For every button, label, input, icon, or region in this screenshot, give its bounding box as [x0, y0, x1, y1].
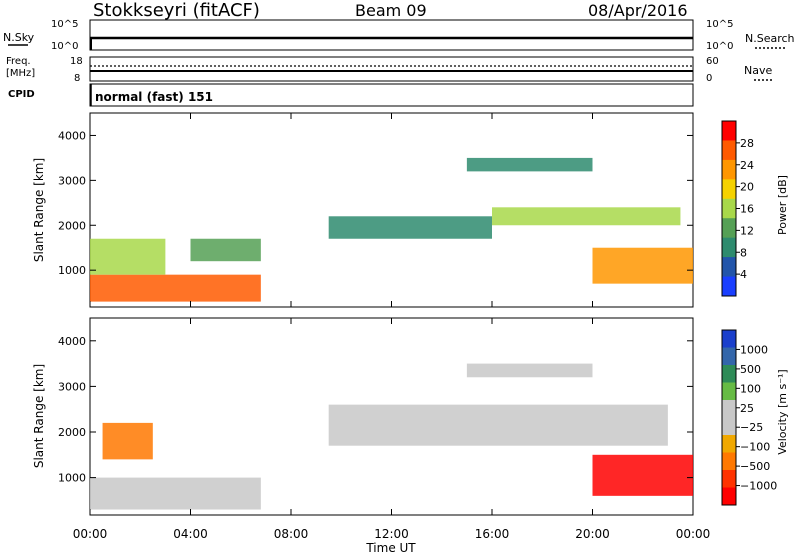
- power-colorbar-swatch-5: [722, 218, 736, 239]
- velocity-region-3: [466, 363, 593, 378]
- x-tick-label-5: 20:00: [575, 527, 610, 541]
- noise-right-tick-bottom: 10^0: [706, 41, 733, 52]
- power-colorbar-swatch-8: [722, 276, 736, 297]
- cpid-bar: normal (fast) 151: [89, 83, 694, 107]
- noise-left-tick-top: 10^5: [51, 19, 78, 30]
- power-colorbar-swatch-1: [722, 140, 736, 161]
- velocity-colorbar-swatch-0: [722, 330, 736, 348]
- power-colorbar-swatch-4: [722, 198, 736, 219]
- power-colorbar-tick-label-5: 8: [740, 246, 747, 259]
- beam-title: Beam 09: [355, 1, 427, 20]
- x-tick-label-2: 08:00: [274, 527, 309, 541]
- velocity-colorbar-swatch-8: [722, 470, 736, 488]
- power-colorbar-tick-label-1: 24: [740, 159, 754, 172]
- velocity-ytick-label-1: 2000: [58, 426, 86, 439]
- x-axis-label: Time UT: [365, 541, 416, 554]
- velocity-region-4: [592, 454, 693, 496]
- power-colorbar-tick-label-0: 28: [740, 137, 754, 150]
- power-y-label: Slant Range [km]: [32, 158, 46, 262]
- velocity-colorbar-swatch-7: [722, 452, 736, 471]
- freq-panel: 18 8 60 0: [70, 56, 719, 84]
- x-tick-label-6: 00:00: [676, 527, 711, 541]
- velocity-colorbar-swatch-9: [722, 487, 736, 506]
- power-colorbar-swatch-6: [722, 237, 736, 258]
- power-ytick-label-2: 3000: [58, 174, 86, 187]
- velocity-region-0: [90, 477, 261, 510]
- velocity-y-axis: 1000 2000 3000 4000: [58, 318, 694, 515]
- nsky-label: N.Sky: [3, 31, 35, 44]
- cpid-value: normal (fast) 151: [95, 90, 213, 104]
- power-colorbar-swatch-7: [722, 257, 736, 278]
- power-colorbar-swatch-3: [722, 179, 736, 200]
- velocity-region-1: [102, 422, 153, 460]
- velocity-panel: 1000 2000 3000 4000 Slant Range [km]: [32, 317, 694, 516]
- velocity-colorbar-tick-label-7: −1000: [740, 480, 777, 493]
- x-tick-label-1: 04:00: [173, 527, 208, 541]
- velocity-colorbar-swatch-4: [722, 400, 736, 418]
- power-y-axis: 1000 2000 3000 4000: [58, 113, 694, 307]
- velocity-colorbar-frame: [721, 329, 737, 506]
- power-region-6: [592, 247, 693, 284]
- power-region-4: [466, 157, 593, 172]
- noise-right-tick-top: 10^5: [706, 19, 733, 30]
- freq-label: Freq.: [6, 56, 31, 67]
- nsearch-label: N.Search: [745, 32, 795, 45]
- velocity-colorbar-label: Velocity [m s⁻¹]: [776, 369, 789, 454]
- power-colorbar-label: Power [dB]: [776, 175, 789, 235]
- velocity-ytick-label-2: 3000: [58, 380, 86, 393]
- freq-unit-label: [MHz]: [6, 68, 35, 79]
- station-title: Stokkseyri (fitACF): [93, 0, 260, 21]
- power-region-3: [328, 216, 492, 239]
- velocity-ytick-label-3: 4000: [58, 335, 86, 348]
- velocity-colorbar-tick-label-1: 500: [740, 363, 761, 376]
- velocity-colorbar-swatch-2: [722, 365, 736, 383]
- power-colorbar-tick-label-3: 16: [740, 203, 754, 216]
- power-ytick-label-1: 2000: [58, 219, 86, 232]
- cpid-label: CPID: [8, 89, 35, 100]
- velocity-colorbar-swatch-1: [722, 347, 736, 366]
- date-title: 08/Apr/2016: [588, 1, 688, 20]
- power-panel: 1000 2000 3000 4000 Slant Range [km]: [32, 112, 694, 308]
- power-colorbar-tick-label-4: 12: [740, 224, 754, 237]
- power-data: [90, 157, 693, 302]
- power-colorbar-tick-label-6: 4: [740, 268, 747, 281]
- velocity-colorbar-tick-label-4: −25: [740, 421, 763, 434]
- velocity-colorbar-swatch-5: [722, 417, 736, 436]
- velocity-colorbar-swatch-3: [722, 382, 736, 401]
- velocity-region-2: [328, 404, 668, 446]
- velocity-colorbar-tick-label-0: 1000: [740, 343, 768, 356]
- power-region-2: [190, 238, 261, 262]
- velocity-colorbar-swatch-6: [722, 435, 736, 453]
- freq-right-tick-bottom: 0: [706, 73, 712, 84]
- x-tick-label-4: 16:00: [475, 527, 510, 541]
- power-region-1: [90, 238, 166, 275]
- velocity-ytick-label-0: 1000: [58, 472, 86, 485]
- velocity-colorbar-tick-label-2: 100: [740, 382, 761, 395]
- nave-label: Nave: [744, 64, 772, 77]
- velocity-colorbar: 1000 500 100 25 −25 −100 −500 −1000: [721, 329, 777, 506]
- velocity-colorbar-tick-label-6: −500: [740, 460, 770, 473]
- freq-right-tick-top: 60: [706, 56, 719, 67]
- power-region-0: [90, 274, 261, 302]
- power-region-5: [492, 207, 681, 226]
- velocity-colorbar-tick-label-3: 25: [740, 402, 754, 415]
- power-colorbar-swatch-0: [722, 121, 736, 141]
- freq-left-tick-top: 18: [70, 56, 83, 67]
- power-colorbar-tick-label-2: 20: [740, 181, 754, 194]
- time-axis: 00:00 04:00 08:00 12:00 16:00 20:00 00:00: [73, 527, 711, 541]
- power-ytick-label-3: 4000: [58, 129, 86, 142]
- power-colorbar-swatch-2: [722, 159, 736, 180]
- x-tick-label-3: 12:00: [374, 527, 409, 541]
- velocity-colorbar-tick-label-5: −100: [740, 441, 770, 454]
- velocity-y-label: Slant Range [km]: [32, 364, 46, 468]
- power-colorbar: 28 24 20 16 12 8 4: [721, 120, 754, 297]
- power-ytick-label-0: 1000: [58, 264, 86, 277]
- x-tick-label-0: 00:00: [73, 527, 108, 541]
- noise-left-tick-bottom: 10^0: [51, 41, 78, 52]
- velocity-data: [90, 363, 693, 510]
- noise-panel: 10^5 10^0 10^5 10^0: [51, 19, 733, 52]
- freq-left-tick-bottom: 8: [74, 73, 80, 84]
